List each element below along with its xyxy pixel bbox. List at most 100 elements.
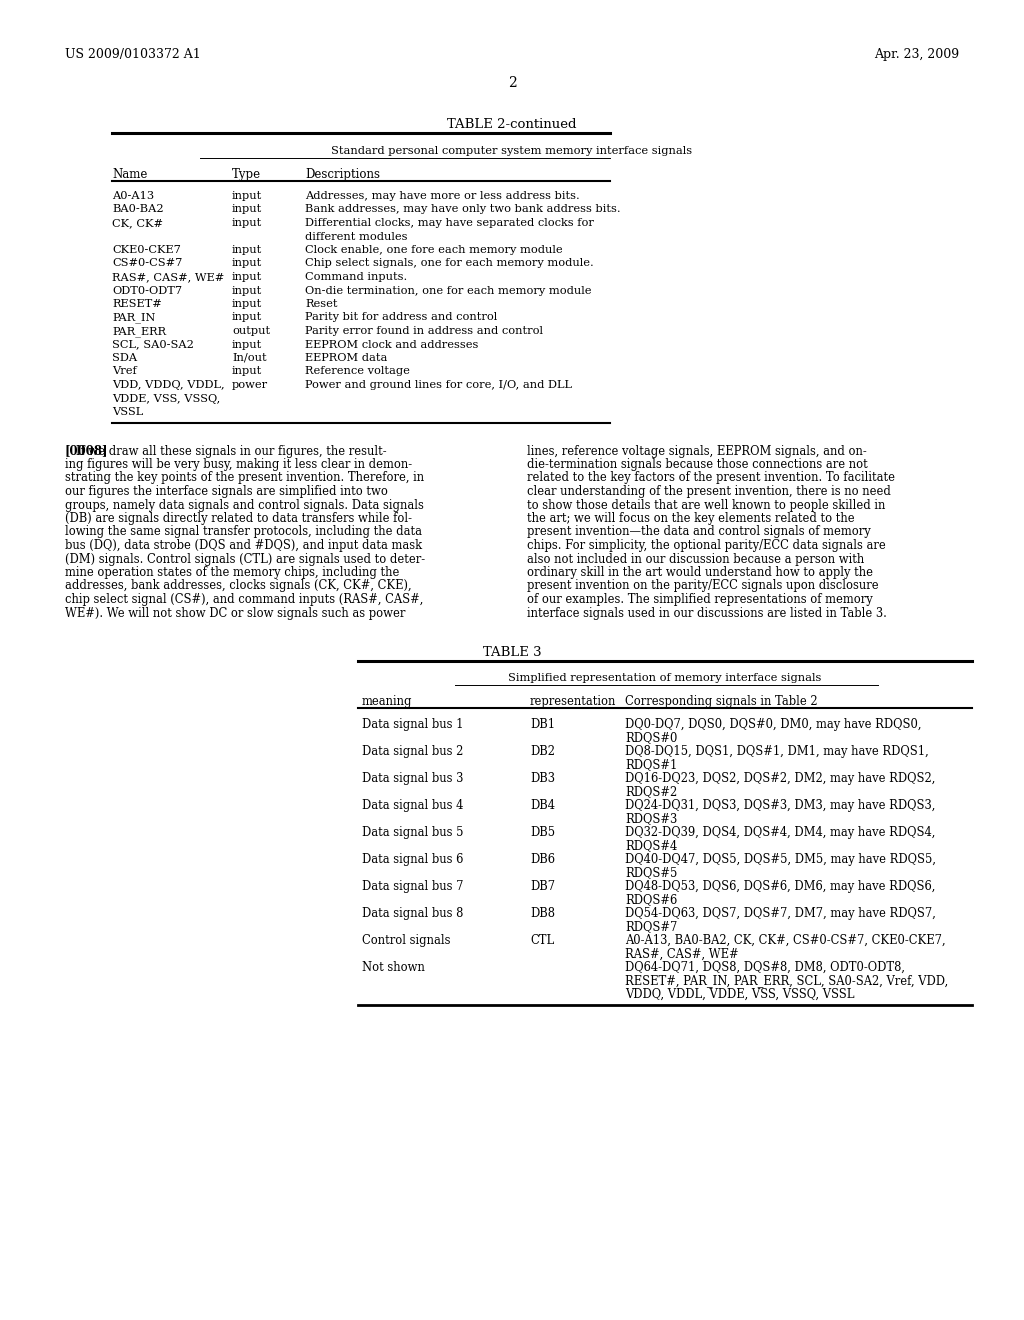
Text: input: input — [232, 313, 262, 322]
Text: Reference voltage: Reference voltage — [305, 367, 410, 376]
Text: RAS#, CAS#, WE#: RAS#, CAS#, WE# — [112, 272, 224, 282]
Text: input: input — [232, 218, 262, 228]
Text: In/out: In/out — [232, 352, 266, 363]
Text: ODT0-ODT7: ODT0-ODT7 — [112, 285, 182, 296]
Text: RDQS#2: RDQS#2 — [625, 785, 677, 799]
Text: ing figures will be very busy, making it less clear in demon-: ing figures will be very busy, making it… — [65, 458, 412, 471]
Text: DQ8-DQ15, DQS1, DQS#1, DM1, may have RDQS1,: DQ8-DQ15, DQS1, DQS#1, DM1, may have RDQ… — [625, 744, 929, 758]
Text: output: output — [232, 326, 270, 337]
Text: addresses, bank addresses, clocks signals (CK, CK#, CKE),: addresses, bank addresses, clocks signal… — [65, 579, 412, 593]
Text: BA0-BA2: BA0-BA2 — [112, 205, 164, 214]
Text: A0-A13: A0-A13 — [112, 191, 155, 201]
Text: A0-A13, BA0-BA2, CK, CK#, CS#0-CS#7, CKE0-CKE7,: A0-A13, BA0-BA2, CK, CK#, CS#0-CS#7, CKE… — [625, 935, 945, 946]
Text: RDQS#5: RDQS#5 — [625, 866, 677, 879]
Text: input: input — [232, 367, 262, 376]
Text: Vref: Vref — [112, 367, 137, 376]
Text: (DM) signals. Control signals (CTL) are signals used to deter-: (DM) signals. Control signals (CTL) are … — [65, 553, 425, 565]
Text: groups, namely data signals and control signals. Data signals: groups, namely data signals and control … — [65, 499, 424, 511]
Text: present invention—the data and control signals of memory: present invention—the data and control s… — [527, 525, 870, 539]
Text: Clock enable, one fore each memory module: Clock enable, one fore each memory modul… — [305, 246, 562, 255]
Text: Bank addresses, may have only two bank address bits.: Bank addresses, may have only two bank a… — [305, 205, 621, 214]
Text: input: input — [232, 272, 262, 282]
Text: DB7: DB7 — [530, 880, 555, 894]
Text: TABLE 2-continued: TABLE 2-continued — [447, 117, 577, 131]
Text: VSSL: VSSL — [112, 407, 143, 417]
Text: bus (DQ), data strobe (DQS and #DQS), and input data mask: bus (DQ), data strobe (DQS and #DQS), an… — [65, 539, 422, 552]
Text: Data signal bus 5: Data signal bus 5 — [362, 826, 464, 840]
Text: DB5: DB5 — [530, 826, 555, 840]
Text: die-termination signals because those connections are not: die-termination signals because those co… — [527, 458, 867, 471]
Text: US 2009/0103372 A1: US 2009/0103372 A1 — [65, 48, 201, 61]
Text: SCL, SA0-SA2: SCL, SA0-SA2 — [112, 339, 194, 350]
Text: Simplified representation of memory interface signals: Simplified representation of memory inte… — [508, 673, 821, 682]
Text: related to the key factors of the present invention. To facilitate: related to the key factors of the presen… — [527, 471, 895, 484]
Text: different modules: different modules — [305, 231, 408, 242]
Text: chips. For simplicity, the optional parity/ECC data signals are: chips. For simplicity, the optional pari… — [527, 539, 886, 552]
Text: strating the key points of the present invention. Therefore, in: strating the key points of the present i… — [65, 471, 424, 484]
Text: input: input — [232, 246, 262, 255]
Text: DB8: DB8 — [530, 907, 555, 920]
Text: interface signals used in our discussions are listed in Table 3.: interface signals used in our discussion… — [527, 606, 887, 619]
Text: Data signal bus 1: Data signal bus 1 — [362, 718, 464, 731]
Text: input: input — [232, 300, 262, 309]
Text: RDQS#7: RDQS#7 — [625, 920, 677, 933]
Text: Chip select signals, one for each memory module.: Chip select signals, one for each memory… — [305, 259, 594, 268]
Text: mine operation states of the memory chips, including the: mine operation states of the memory chip… — [65, 566, 399, 579]
Text: (DB) are signals directly related to data transfers while fol-: (DB) are signals directly related to dat… — [65, 512, 412, 525]
Text: Corresponding signals in Table 2: Corresponding signals in Table 2 — [625, 696, 817, 708]
Text: Data signal bus 8: Data signal bus 8 — [362, 907, 464, 920]
Text: RESET#: RESET# — [112, 300, 162, 309]
Text: Data signal bus 4: Data signal bus 4 — [362, 799, 464, 812]
Text: Data signal bus 7: Data signal bus 7 — [362, 880, 464, 894]
Text: RDQS#3: RDQS#3 — [625, 813, 677, 825]
Text: RAS#, CAS#, WE#: RAS#, CAS#, WE# — [625, 948, 738, 961]
Text: DB2: DB2 — [530, 744, 555, 758]
Text: On-die termination, one for each memory module: On-die termination, one for each memory … — [305, 285, 592, 296]
Text: Power and ground lines for core, I/O, and DLL: Power and ground lines for core, I/O, an… — [305, 380, 572, 389]
Text: Data signal bus 3: Data signal bus 3 — [362, 772, 464, 785]
Text: of our examples. The simplified representations of memory: of our examples. The simplified represen… — [527, 593, 872, 606]
Text: power: power — [232, 380, 268, 389]
Text: EEPROM data: EEPROM data — [305, 352, 387, 363]
Text: clear understanding of the present invention, there is no need: clear understanding of the present inven… — [527, 484, 891, 498]
Text: DQ64-DQ71, DQS8, DQS#8, DM8, ODT0-ODT8,: DQ64-DQ71, DQS8, DQS#8, DM8, ODT0-ODT8, — [625, 961, 905, 974]
Text: also not included in our discussion because a person with: also not included in our discussion beca… — [527, 553, 864, 565]
Text: Data signal bus 6: Data signal bus 6 — [362, 853, 464, 866]
Text: to show those details that are well known to people skilled in: to show those details that are well know… — [527, 499, 886, 511]
Text: Differential clocks, may have separated clocks for: Differential clocks, may have separated … — [305, 218, 594, 228]
Text: RDQS#1: RDQS#1 — [625, 759, 677, 771]
Text: Type: Type — [232, 168, 261, 181]
Text: input: input — [232, 259, 262, 268]
Text: present invention on the parity/ECC signals upon disclosure: present invention on the parity/ECC sign… — [527, 579, 879, 593]
Text: [0008]: [0008] — [65, 445, 109, 458]
Text: PAR_IN: PAR_IN — [112, 313, 156, 323]
Text: CKE0-CKE7: CKE0-CKE7 — [112, 246, 181, 255]
Text: VDDE, VSS, VSSQ,: VDDE, VSS, VSSQ, — [112, 393, 220, 404]
Text: DB3: DB3 — [530, 772, 555, 785]
Text: DB1: DB1 — [530, 718, 555, 731]
Text: lowing the same signal transfer protocols, including the data: lowing the same signal transfer protocol… — [65, 525, 422, 539]
Text: WE#). We will not show DC or slow signals such as power: WE#). We will not show DC or slow signal… — [65, 606, 406, 619]
Text: DQ48-DQ53, DQS6, DQS#6, DM6, may have RDQS6,: DQ48-DQ53, DQS6, DQS#6, DM6, may have RD… — [625, 880, 935, 894]
Text: Addresses, may have more or less address bits.: Addresses, may have more or less address… — [305, 191, 580, 201]
Text: chip select signal (CS#), and command inputs (RAS#, CAS#,: chip select signal (CS#), and command in… — [65, 593, 423, 606]
Text: Descriptions: Descriptions — [305, 168, 380, 181]
Text: Parity bit for address and control: Parity bit for address and control — [305, 313, 498, 322]
Text: DQ40-DQ47, DQS5, DQS#5, DM5, may have RDQS5,: DQ40-DQ47, DQS5, DQS#5, DM5, may have RD… — [625, 853, 936, 866]
Text: RDQS#4: RDQS#4 — [625, 840, 677, 853]
Text: 2: 2 — [508, 77, 516, 90]
Text: input: input — [232, 285, 262, 296]
Text: DQ16-DQ23, DQS2, DQS#2, DM2, may have RDQS2,: DQ16-DQ23, DQS2, DQS#2, DM2, may have RD… — [625, 772, 935, 785]
Text: DQ54-DQ63, DQS7, DQS#7, DM7, may have RDQS7,: DQ54-DQ63, DQS7, DQS#7, DM7, may have RD… — [625, 907, 936, 920]
Text: CK, CK#: CK, CK# — [112, 218, 163, 228]
Text: VDDQ, VDDL, VDDE, VSS, VSSQ, VSSL: VDDQ, VDDL, VDDE, VSS, VSSQ, VSSL — [625, 987, 854, 1001]
Text: RESET#, PAR_IN, PAR_ERR, SCL, SA0-SA2, Vref, VDD,: RESET#, PAR_IN, PAR_ERR, SCL, SA0-SA2, V… — [625, 974, 948, 987]
Text: SDA: SDA — [112, 352, 137, 363]
Text: DQ24-DQ31, DQS3, DQS#3, DM3, may have RDQS3,: DQ24-DQ31, DQS3, DQS#3, DM3, may have RD… — [625, 799, 935, 812]
Text: Control signals: Control signals — [362, 935, 451, 946]
Text: DQ0-DQ7, DQS0, DQS#0, DM0, may have RDQS0,: DQ0-DQ7, DQS0, DQS#0, DM0, may have RDQS… — [625, 718, 922, 731]
Text: input: input — [232, 205, 262, 214]
Text: RDQS#0: RDQS#0 — [625, 731, 677, 744]
Text: Standard personal computer system memory interface signals: Standard personal computer system memory… — [332, 147, 692, 156]
Text: TABLE 3: TABLE 3 — [482, 645, 542, 659]
